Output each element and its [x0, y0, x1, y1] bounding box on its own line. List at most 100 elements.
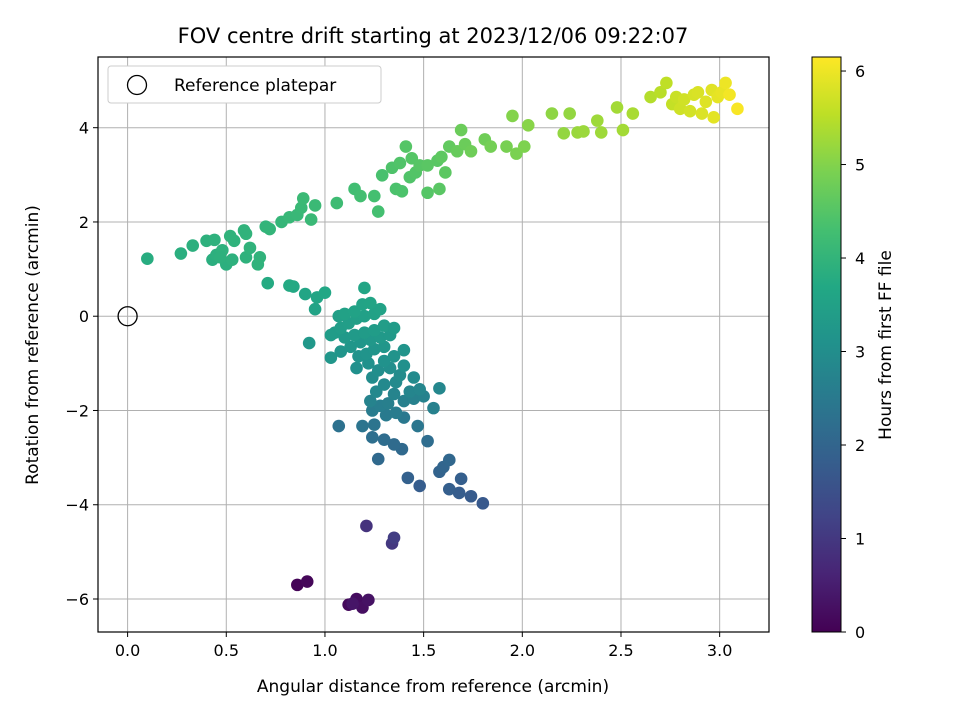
data-point	[308, 302, 322, 316]
data-point	[644, 90, 657, 104]
data-point	[399, 140, 413, 153]
data-point	[356, 419, 369, 433]
data-point	[291, 578, 304, 592]
x-tick-label: 0.5	[214, 641, 239, 660]
data-point	[464, 144, 478, 158]
data-point	[261, 276, 275, 290]
data-point	[691, 86, 705, 99]
data-point	[377, 433, 391, 447]
data-point	[367, 418, 381, 431]
data-point	[435, 150, 448, 164]
data-point	[464, 489, 478, 503]
y-tick-label: −6	[65, 590, 89, 609]
data-point	[225, 253, 239, 266]
colorbar-tick-label: 4	[855, 249, 865, 268]
data-point	[591, 114, 604, 127]
data-point	[302, 336, 316, 350]
data-point	[393, 156, 407, 170]
data-point	[654, 86, 667, 99]
y-tick-label: 2	[79, 213, 89, 232]
data-point	[346, 597, 359, 611]
data-point	[677, 93, 691, 106]
data-point	[358, 326, 371, 340]
data-point	[358, 309, 371, 323]
data-point	[421, 159, 434, 172]
legend: Reference platepar	[107, 65, 382, 104]
colorbar-tick-label: 6	[855, 62, 865, 81]
data-point	[731, 102, 744, 116]
data-point	[695, 107, 709, 120]
data-point	[334, 345, 348, 358]
colorbar-tick-label: 0	[855, 623, 865, 642]
data-point	[367, 324, 381, 337]
data-point	[324, 328, 338, 342]
grid	[98, 57, 769, 632]
data-point	[364, 394, 377, 408]
data-point	[411, 419, 425, 433]
data-point	[379, 408, 393, 422]
legend-marker-reference	[126, 74, 148, 96]
data-point	[500, 140, 513, 153]
data-point	[377, 378, 391, 391]
data-point	[263, 222, 276, 236]
data-point	[442, 453, 456, 467]
data-point	[683, 104, 697, 118]
data-point	[397, 394, 411, 408]
data-point	[360, 519, 373, 533]
y-axis-ticks: −6 −4 −2 0 2 4	[65, 119, 98, 609]
data-point	[304, 213, 318, 226]
data-point	[186, 239, 200, 252]
chart-title: FOV centre drift starting at 2023/12/06 …	[178, 24, 689, 48]
data-point	[318, 286, 332, 299]
y-tick-label: −2	[65, 401, 89, 420]
x-axis-label: Angular distance from reference (arcmin)	[257, 677, 609, 697]
reference-platepar-marker	[117, 306, 138, 327]
data-point	[397, 343, 411, 357]
colorbar-tick-label: 2	[855, 436, 865, 455]
data-point	[387, 531, 401, 545]
data-point	[375, 168, 389, 182]
data-point	[362, 357, 375, 370]
colorbar-tick-label: 1	[855, 530, 865, 549]
colorbar-ticks: 0 1 2 3 4 5 6	[841, 62, 865, 642]
data-point	[364, 296, 377, 310]
data-point	[174, 247, 188, 260]
data-point	[707, 111, 721, 124]
x-tick-label: 3.0	[707, 641, 732, 660]
data-point	[308, 199, 322, 212]
legend-label-reference: Reference platepar	[174, 76, 336, 96]
data-point	[454, 123, 468, 137]
data-point	[348, 328, 361, 342]
data-point	[413, 479, 426, 493]
data-point	[476, 497, 490, 510]
data-point	[397, 359, 411, 373]
data-point	[506, 109, 519, 123]
data-points	[117, 76, 744, 614]
data-point	[413, 382, 426, 396]
data-point	[395, 185, 409, 198]
data-point	[442, 482, 456, 496]
data-point	[330, 196, 344, 210]
data-point	[377, 340, 391, 354]
x-tick-label: 2.0	[510, 641, 535, 660]
data-point	[283, 279, 296, 292]
data-point	[563, 107, 576, 120]
data-point	[298, 287, 312, 301]
data-point	[223, 229, 237, 243]
data-point	[403, 385, 417, 398]
data-point	[517, 140, 531, 153]
colorbar-tick-label: 3	[855, 343, 865, 362]
data-point	[616, 123, 630, 137]
data-point	[699, 95, 713, 109]
data-point	[389, 406, 403, 420]
data-point	[294, 201, 308, 215]
x-tick-label: 0.0	[115, 641, 140, 660]
data-point	[377, 319, 391, 332]
data-point	[594, 126, 608, 139]
data-point	[393, 368, 407, 382]
data-point	[387, 321, 401, 335]
data-point	[427, 401, 440, 415]
data-point	[673, 102, 687, 116]
x-tick-label: 1.0	[312, 641, 337, 660]
